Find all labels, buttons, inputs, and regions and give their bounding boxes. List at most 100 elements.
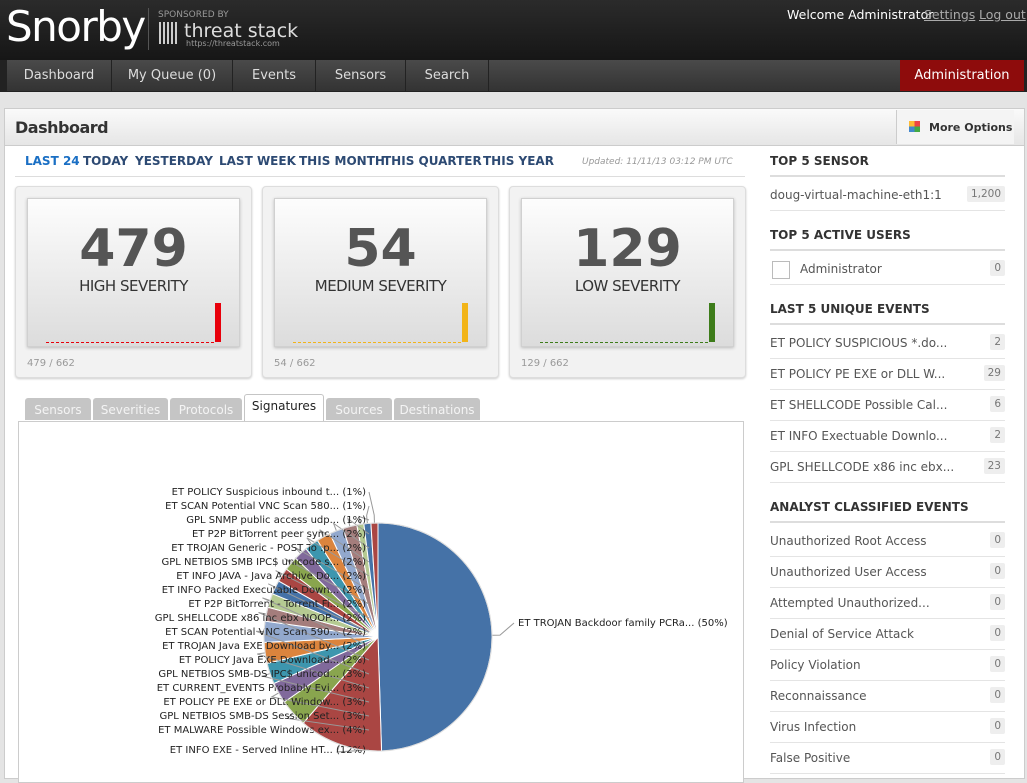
range-link[interactable]: THIS QUARTER [383,154,482,168]
more-options[interactable]: More Options [896,110,1014,144]
tab[interactable]: Destinations [394,398,480,420]
count-badge: 1,200 [966,186,1005,202]
count-badge: 0 [990,749,1005,765]
welcome: Welcome Administrator [787,7,934,22]
item-rule [770,451,1005,452]
sidebar-item[interactable]: ET POLICY PE EXE or DLL W... [770,367,946,381]
nav-inner [7,60,1024,91]
pie-outline [263,522,493,752]
range-rule [15,176,745,177]
severity-ratio: 129 / 662 [521,358,569,369]
count-badge: 6 [990,396,1005,412]
nav-item[interactable]: Search [406,60,489,91]
count-badge: 0 [990,594,1005,610]
sidebar-item[interactable]: Unauthorized User Access [770,565,927,579]
connector [368,491,375,524]
sidebar-item[interactable]: GPL SHELLCODE x86 inc ebx... [770,460,955,474]
connector [358,515,370,525]
range-link[interactable]: TODAY [83,154,129,168]
count-badge: 29 [983,365,1005,381]
sidebar-item[interactable]: Unauthorized Root Access [770,534,927,548]
item-rule [770,556,1005,557]
sidebar-item[interactable]: ET SHELLCODE Possible Cal... [770,398,948,412]
sidebar-item[interactable]: Denial of Service Attack [770,627,914,641]
slice-name: ET P2P BitTorrent peer sync... [192,529,342,540]
tab[interactable]: Sensors [25,398,91,420]
slice-name: ET SCAN Potential VNC Scan 580... [165,501,342,512]
user-checkbox [772,261,790,279]
admin-tab[interactable]: Administration [900,60,1024,91]
slice-label: GPL NETBIOS SMB IPC$ unicode s... (2%) [161,557,366,568]
count-badge: 0 [990,260,1005,276]
connector [258,612,370,661]
item-rule [770,649,1005,650]
slice-label: ET POLICY Suspicious inbound t... (1%) [172,487,366,498]
nav-item[interactable]: Sensors [316,60,406,91]
sidebar-item[interactable]: ET INFO Exectuable Downlo... [770,429,948,443]
range-link[interactable]: THIS YEAR [483,154,554,168]
more-options-label: More Options [929,121,1013,134]
slice-name: ET TROJAN Backdoor family PCRa... [518,618,698,629]
settings-link[interactable]: Settings [924,7,976,22]
slice-value: (4%) [342,725,366,736]
tab[interactable]: Protocols [170,398,242,420]
severity-inner: 54 MEDIUM SEVERITY [274,198,487,347]
tab[interactable]: Severities [93,398,168,420]
nav-item[interactable]: Dashboard [7,60,112,91]
count-badge: 0 [990,718,1005,734]
tab[interactable]: Sources [326,398,392,420]
sidebar-item[interactable]: Policy Violation [770,658,861,672]
count-badge: 23 [983,458,1005,474]
sidebar-item[interactable]: False Positive [770,751,851,765]
slice-label: ET TROJAN Backdoor family PCRa... (50%) [518,618,728,629]
slice-name: ET TROJAN Java EXE Download by... [162,641,342,652]
item-rule [770,711,1005,712]
item-rule [770,284,1005,285]
divider [148,8,149,50]
slice-value: (2%) [342,585,366,596]
range-link[interactable]: YESTERDAY [135,154,213,168]
connector [294,547,370,591]
slice-name: ET INFO JAVA - Java Archive Do... [176,571,342,582]
sidebar-item[interactable]: doug-virtual-machine-eth1:1 [770,188,942,202]
sidebar-rule [770,323,1005,325]
slice-label: ET TROJAN Generic - POST To .p... (2%) [171,543,366,554]
range-link[interactable]: THIS MONTH [299,154,385,168]
sidebar-item[interactable]: Virus Infection [770,720,857,734]
logout-link[interactable]: Log out [979,7,1026,22]
tab[interactable]: Signatures [244,394,324,422]
sidebar-item[interactable]: Reconnaissance [770,689,867,703]
slice-name: ET POLICY Suspicious inbound t... [172,487,343,498]
nav-item[interactable]: My Queue (0) [112,60,233,91]
severity-bar [215,303,221,342]
severity-sparkline [540,342,708,343]
slice-name: ET CURRENT_EVENTS Probably Evi... [157,683,343,694]
count-badge: 0 [990,625,1005,641]
range-link[interactable]: LAST WEEK [219,154,296,168]
sidebar-item[interactable]: ET POLICY SUSPICIOUS *.do... [770,336,948,350]
connector [284,557,370,605]
severity-card: 479 HIGH SEVERITY 479 / 662 [15,186,252,378]
slice-label: ET P2P BitTorrent - Torrent Fi... (2%) [188,599,366,610]
severity-label: HIGH SEVERITY [79,277,188,295]
updated: Updated: 11/11/13 03:12 PM UTC [582,157,733,167]
severity-inner: 129 LOW SEVERITY [521,198,734,347]
sponsor-name: threat stack [184,20,299,42]
sidebar-item[interactable]: Attempted Unauthorized... [770,596,930,610]
slice-value: (2%) [342,599,366,610]
sidebar-item[interactable]: Administrator [800,262,882,276]
pie-slice [377,522,493,752]
connector [257,652,370,689]
slice-label: ET INFO JAVA - Java Archive Do... (2%) [176,571,366,582]
slice-label: ET POLICY Java EXE Download... (2%) [179,655,366,666]
slice-label: ET CURRENT_EVENTS Probably Evi... (3%) [157,683,366,694]
slice-name: GPL SNMP public access udp... [186,515,342,526]
nav-item[interactable]: Events [233,60,316,91]
slice-label: ET TROJAN Java EXE Download by... (2%) [162,641,366,652]
sponsor: SPONSORED BY [158,10,229,20]
range-link[interactable]: LAST 24 [25,154,80,168]
severity-card: 54 MEDIUM SEVERITY 54 / 662 [262,186,499,378]
severity-ratio: 54 / 662 [274,358,316,369]
slice-value: (2%) [342,571,366,582]
